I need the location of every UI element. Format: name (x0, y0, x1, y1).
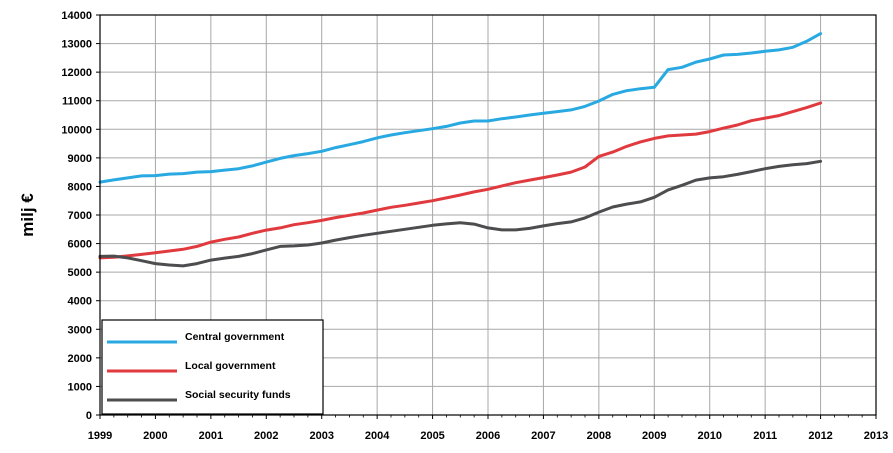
x-tick-label: 2011 (753, 430, 777, 442)
x-tick-label: 1999 (88, 430, 112, 442)
y-tick-label: 4000 (68, 296, 92, 308)
x-tick-label: 2003 (309, 430, 333, 442)
grid (100, 15, 876, 415)
y-tick-label: 10000 (61, 124, 92, 136)
y-tick-label: 5000 (68, 267, 92, 279)
x-tick-label: 2001 (199, 430, 223, 442)
y-tick-label: 8000 (68, 181, 92, 193)
y-tick-label: 2000 (68, 353, 92, 365)
legend-label-central-government: Central government (185, 331, 285, 343)
y-tick-label: 3000 (68, 324, 92, 336)
y-tick-label: 0 (86, 410, 92, 422)
series-layer (98, 32, 823, 268)
x-tick-label: 2005 (420, 430, 444, 442)
y-axis-label: milj € (18, 193, 37, 237)
x-tick-label: 2010 (697, 430, 721, 442)
y-tick-label: 14000 (61, 10, 92, 22)
y-tick-label: 12000 (61, 67, 92, 79)
x-tick-label: 2004 (365, 430, 390, 442)
x-tick-label: 2000 (143, 430, 167, 442)
legend: Central government Local government Social… (101, 319, 324, 415)
series-line-social-security-funds (98, 159, 823, 268)
y-tick-label: 1000 (68, 381, 92, 393)
x-tick-label: 2008 (587, 430, 611, 442)
y-tick-label: 9000 (68, 153, 92, 165)
y-tick-label: 13000 (61, 39, 92, 51)
x-tick-label: 2007 (531, 430, 555, 442)
x-tick-label: 2009 (642, 430, 666, 442)
axis-ticks: 1999 2000 2001 2002 2003 2004 2005 2006 2007 2008… (61, 10, 888, 442)
x-tick-label: 2012 (808, 430, 832, 442)
x-tick-label: 2013 (864, 430, 888, 442)
y-tick-label: 6000 (68, 239, 92, 251)
series-line-local-government (98, 101, 823, 260)
series-line-central-government (98, 32, 823, 184)
y-tick-label: 7000 (68, 210, 92, 222)
legend-label-social-security-funds: Social security funds (185, 389, 291, 401)
x-tick-label: 2006 (476, 430, 500, 442)
x-tick-label: 2002 (254, 430, 278, 442)
legend-box (101, 319, 324, 415)
y-tick-label: 11000 (62, 96, 92, 108)
legend-label-local-government: Local government (185, 360, 276, 372)
